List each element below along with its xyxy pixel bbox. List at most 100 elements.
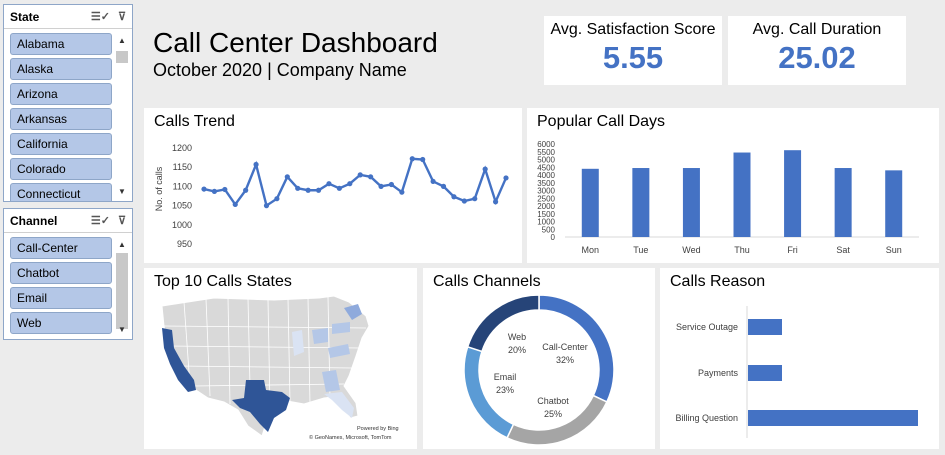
slicer-item-call-center[interactable]: Call-Center — [10, 237, 112, 259]
dashboard-title: Call Center Dashboard — [153, 27, 438, 58]
state-slicer: State ☰✓ ⊽ Alabama Alaska Arizona Arkans… — [3, 4, 133, 202]
trend-point — [461, 198, 467, 204]
trend-point — [336, 185, 342, 191]
y-tick-label: 1200 — [172, 143, 192, 153]
trend-point — [492, 199, 499, 205]
dashboard-subtitle: October 2020 | Company Name — [153, 60, 407, 80]
calls-trend-title: Calls Trend — [154, 113, 235, 130]
channels-donut-chart: Call-Center 32% Chatbot 25% Email 23% Web 20% — [463, 294, 615, 446]
x-tick-label: Fri — [787, 245, 798, 255]
y-tick-label: 1000 — [537, 218, 555, 227]
trend-point — [409, 156, 415, 162]
slicer-item-arkansas[interactable]: Arkansas — [10, 108, 112, 130]
y-tick-label: 4500 — [537, 163, 555, 172]
state-virginia — [328, 344, 350, 358]
trend-point — [211, 188, 218, 194]
scroll-up-icon[interactable]: ▲ — [118, 240, 126, 249]
x-tick-label: Sat — [836, 245, 850, 255]
slicer-item-arizona[interactable]: Arizona — [10, 83, 112, 105]
state-new-york — [344, 304, 362, 320]
state-illinois — [292, 330, 304, 356]
trend-point — [295, 185, 301, 191]
trend-point — [440, 183, 447, 189]
slice-percent: 20% — [508, 345, 526, 355]
kpi-satisfaction-label: Avg. Satisfaction Score — [550, 21, 716, 38]
state-georgia — [322, 370, 340, 392]
slice-percent: 32% — [556, 355, 574, 365]
popular-days-card: Popular Call Days 0 500 1000 1500 2000 2500 30… — [527, 108, 939, 263]
slicer-item-chatbot[interactable]: Chatbot — [10, 262, 112, 284]
bar-sat — [834, 168, 852, 237]
popular-days-chart: 0500100015002000250030003500400045005000… — [537, 140, 919, 255]
scroll-thumb[interactable] — [116, 51, 128, 63]
scroll-down-icon[interactable]: ▼ — [118, 325, 126, 334]
channel-slicer-header: Channel ☰✓ ⊽ — [4, 209, 132, 233]
y-tick-label: 1050 — [172, 201, 192, 211]
kpi-satisfaction-value: 5.55 — [602, 40, 664, 75]
trend-point — [472, 196, 478, 202]
bar-wed — [682, 168, 700, 237]
y-tick-label: 3500 — [537, 179, 555, 188]
reasons-card: Calls Reason Service Outage Payments Billi… — [660, 268, 939, 449]
clear-filter-icon[interactable]: ⊽ — [117, 215, 126, 227]
trend-point — [274, 196, 280, 202]
slicer-item-alaska[interactable]: Alaska — [10, 58, 112, 80]
trend-line — [203, 157, 508, 208]
trend-point — [451, 194, 457, 200]
state-texas — [232, 380, 290, 432]
slice-web — [466, 294, 540, 353]
y-tick-label: 6000 — [537, 140, 555, 149]
trend-point — [388, 181, 395, 188]
bar-fri — [784, 150, 802, 237]
x-tick-label: Sun — [886, 245, 902, 255]
y-tick-label: 0 — [551, 233, 556, 242]
kpi-duration-value: 25.02 — [778, 40, 856, 75]
bar-tue — [632, 168, 650, 237]
state-ohio — [312, 328, 328, 344]
scroll-down-icon[interactable]: ▼ — [118, 187, 126, 196]
x-tick-label: Tue — [633, 245, 648, 255]
slicer-item-connecticut[interactable]: Connecticut — [10, 183, 112, 201]
slicer-item-email[interactable]: Email — [10, 287, 112, 309]
y-tick-label: 5000 — [537, 156, 555, 165]
trend-point — [315, 187, 322, 193]
slicer-item-california[interactable]: California — [10, 133, 112, 155]
us-map: Powered by Bing © GeoNames, Microsoft, T… — [161, 295, 399, 441]
channels-title: Calls Channels — [433, 273, 541, 290]
scroll-thumb[interactable] — [116, 253, 128, 329]
map-attribution-copyright: © GeoNames, Microsoft, TomTom — [309, 434, 392, 441]
slicer-item-colorado[interactable]: Colorado — [10, 158, 112, 180]
y-axis-label: No. of calls — [154, 166, 164, 211]
trend-point — [243, 187, 249, 193]
trend-point — [222, 186, 228, 193]
calls-trend-chart: No. of calls 950 1000 1050 1100 1150 1200 — [154, 143, 509, 249]
x-tick-label: Thu — [734, 245, 750, 255]
state-slicer-scrollbar[interactable]: ▲ ▼ — [115, 33, 129, 198]
slice-percent: 23% — [496, 385, 514, 395]
bar-sun — [885, 170, 903, 237]
channel-slicer: Channel ☰✓ ⊽ Call-Center Chatbot Email W… — [3, 208, 133, 340]
multi-select-icon[interactable]: ☰✓ — [90, 215, 110, 227]
trend-point — [201, 186, 207, 192]
channels-card: Calls Channels Call-Center 32% Chatbot 25% E… — [423, 268, 655, 449]
clear-filter-icon[interactable]: ⊽ — [117, 11, 126, 23]
y-tick-label: 4000 — [537, 171, 555, 180]
multi-select-icon[interactable]: ☰✓ — [90, 11, 110, 23]
scroll-up-icon[interactable]: ▲ — [118, 36, 126, 45]
trend-point — [482, 166, 488, 172]
channel-slicer-scrollbar[interactable]: ▲ ▼ — [115, 237, 129, 336]
y-tick-label: 5500 — [537, 148, 555, 157]
x-tick-label: Wed — [682, 245, 700, 255]
reasons-bar-chart: Service Outage Payments Billing Question — [675, 306, 918, 438]
trend-point — [368, 174, 374, 180]
trend-point — [347, 181, 353, 187]
y-tick-label: 2500 — [537, 194, 555, 203]
trend-point — [378, 183, 384, 189]
y-tick-label: 1000 — [172, 220, 192, 230]
bar-thu — [733, 152, 751, 237]
slice-label: Chatbot — [537, 396, 569, 406]
slicer-item-web[interactable]: Web — [10, 312, 112, 334]
trend-point — [420, 156, 426, 163]
slicer-item-alabama[interactable]: Alabama — [10, 33, 112, 55]
trend-point — [253, 161, 259, 168]
